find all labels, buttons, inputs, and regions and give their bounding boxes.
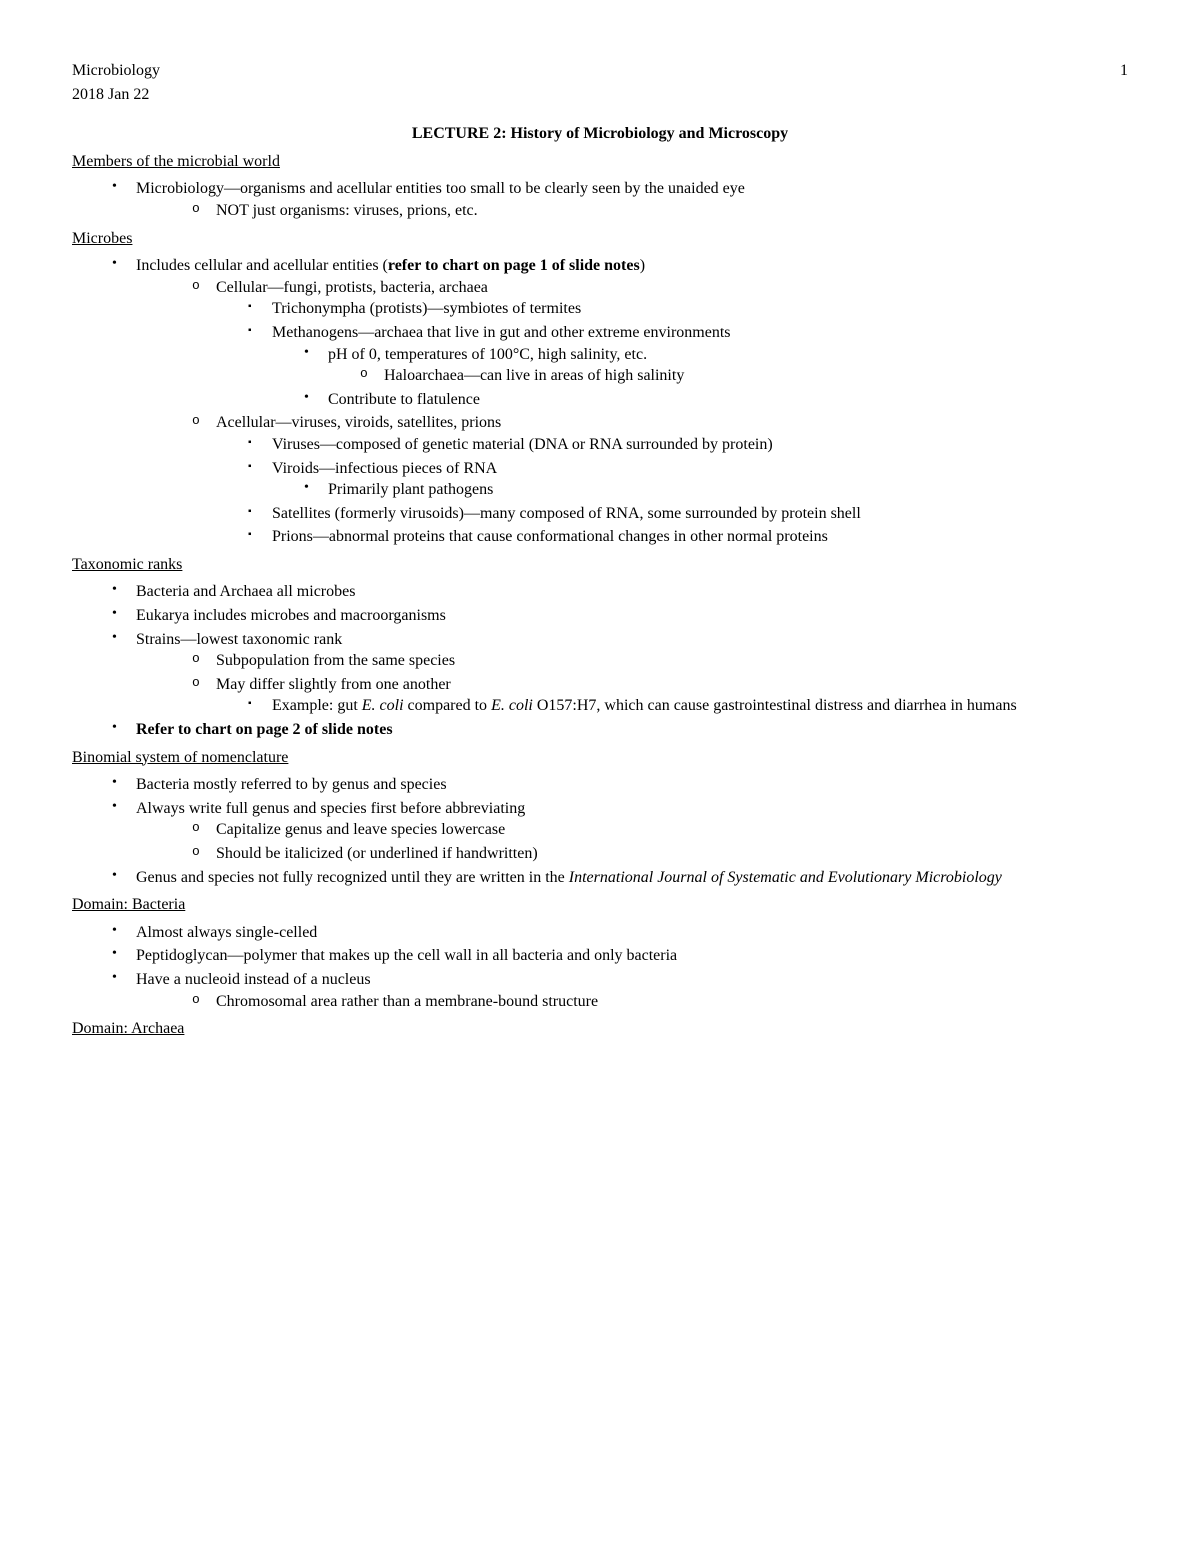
list-text: Have a nucleoid instead of a nucleus bbox=[136, 971, 371, 988]
list-item: Viruses—composed of genetic material (DN… bbox=[248, 434, 1128, 456]
list-item: Includes cellular and acellular entities… bbox=[112, 255, 1128, 548]
list-item: May differ slightly from one another Exa… bbox=[192, 674, 1128, 717]
list-item: Capitalize genus and leave species lower… bbox=[192, 819, 1128, 841]
list-item: Bacteria mostly referred to by genus and… bbox=[112, 774, 1128, 796]
list-text: pH of 0, temperatures of 100°C, high sal… bbox=[328, 346, 647, 363]
list-item: NOT just organisms: viruses, prions, etc… bbox=[192, 200, 1128, 222]
list-item: Primarily plant pathogens bbox=[304, 479, 1128, 501]
page-number: 1 bbox=[1120, 60, 1128, 82]
list-bacteria: Almost always single-celled Peptidoglyca… bbox=[72, 922, 1128, 1012]
list-item: Chromosomal area rather than a membrane-… bbox=[192, 991, 1128, 1013]
list-item: pH of 0, temperatures of 100°C, high sal… bbox=[304, 344, 1128, 387]
section-heading-taxonomic: Taxonomic ranks bbox=[72, 554, 1128, 576]
list-text: ) bbox=[640, 257, 645, 274]
list-item: Almost always single-celled bbox=[112, 922, 1128, 944]
list-item: Peptidoglycan—polymer that makes up the … bbox=[112, 945, 1128, 967]
list-text: Cellular—fungi, protists, bacteria, arch… bbox=[216, 279, 488, 296]
list-item: Satellites (formerly virusoids)—many com… bbox=[248, 503, 1128, 525]
list-text: Strains—lowest taxonomic rank bbox=[136, 631, 342, 648]
list-microbes: Includes cellular and acellular entities… bbox=[72, 255, 1128, 548]
document-date: 2018 Jan 22 bbox=[72, 84, 1128, 106]
list-binomial: Bacteria mostly referred to by genus and… bbox=[72, 774, 1128, 888]
list-item: Should be italicized (or underlined if h… bbox=[192, 843, 1128, 865]
section-heading-members: Members of the microbial world bbox=[72, 151, 1128, 173]
list-item: Have a nucleoid instead of a nucleus Chr… bbox=[112, 969, 1128, 1012]
list-members: Microbiology—organisms and acellular ent… bbox=[72, 178, 1128, 221]
list-text: Genus and species not fully recognized u… bbox=[136, 869, 569, 886]
list-text: O157:H7, which can cause gastrointestina… bbox=[533, 697, 1017, 714]
page-header: Microbiology 1 bbox=[72, 60, 1128, 82]
list-item: Subpopulation from the same species bbox=[192, 650, 1128, 672]
list-text: Always write full genus and species firs… bbox=[136, 800, 525, 817]
list-item: Methanogens—archaea that live in gut and… bbox=[248, 322, 1128, 410]
list-text: Example: gut bbox=[272, 697, 362, 714]
list-item: Strains—lowest taxonomic rank Subpopulat… bbox=[112, 629, 1128, 717]
list-text-italic: E. coli bbox=[362, 697, 404, 714]
list-item: Genus and species not fully recognized u… bbox=[112, 867, 1128, 889]
list-text: Methanogens—archaea that live in gut and… bbox=[272, 324, 731, 341]
list-text: Includes cellular and acellular entities… bbox=[136, 257, 388, 274]
list-text-italic: E. coli bbox=[491, 697, 533, 714]
list-item: Eukarya includes microbes and macroorgan… bbox=[112, 605, 1128, 627]
list-item: Always write full genus and species firs… bbox=[112, 798, 1128, 865]
list-item: Bacteria and Archaea all microbes bbox=[112, 581, 1128, 603]
list-text: May differ slightly from one another bbox=[216, 676, 451, 693]
section-heading-microbes: Microbes bbox=[72, 228, 1128, 250]
list-item: Contribute to flatulence bbox=[304, 389, 1128, 411]
list-taxonomic: Bacteria and Archaea all microbes Eukary… bbox=[72, 581, 1128, 740]
list-item: Prions—abnormal proteins that cause conf… bbox=[248, 526, 1128, 548]
list-text-bold: Refer to chart on page 2 of slide notes bbox=[136, 721, 393, 738]
list-item: Cellular—fungi, protists, bacteria, arch… bbox=[192, 277, 1128, 411]
list-item: Haloarchaea—can live in areas of high sa… bbox=[360, 365, 1128, 387]
list-text-italic: International Journal of Systematic and … bbox=[569, 869, 1002, 886]
list-item: Microbiology—organisms and acellular ent… bbox=[112, 178, 1128, 221]
list-text: Viroids—infectious pieces of RNA bbox=[272, 460, 497, 477]
section-heading-archaea: Domain: Archaea bbox=[72, 1018, 1128, 1040]
list-item: Refer to chart on page 2 of slide notes bbox=[112, 719, 1128, 741]
list-item: Viroids—infectious pieces of RNA Primari… bbox=[248, 458, 1128, 501]
list-text: Acellular—viruses, viroids, satellites, … bbox=[216, 414, 501, 431]
list-text: Microbiology—organisms and acellular ent… bbox=[136, 180, 745, 197]
list-item: Trichonympha (protists)—symbiotes of ter… bbox=[248, 298, 1128, 320]
section-heading-bacteria: Domain: Bacteria bbox=[72, 894, 1128, 916]
list-item: Example: gut E. coli compared to E. coli… bbox=[248, 695, 1128, 717]
list-text: compared to bbox=[404, 697, 492, 714]
section-heading-binomial: Binomial system of nomenclature bbox=[72, 747, 1128, 769]
list-text-bold: refer to chart on page 1 of slide notes bbox=[388, 257, 640, 274]
document-title: LECTURE 2: History of Microbiology and M… bbox=[72, 123, 1128, 145]
list-item: Acellular—viruses, viroids, satellites, … bbox=[192, 412, 1128, 548]
course-name: Microbiology bbox=[72, 60, 160, 82]
